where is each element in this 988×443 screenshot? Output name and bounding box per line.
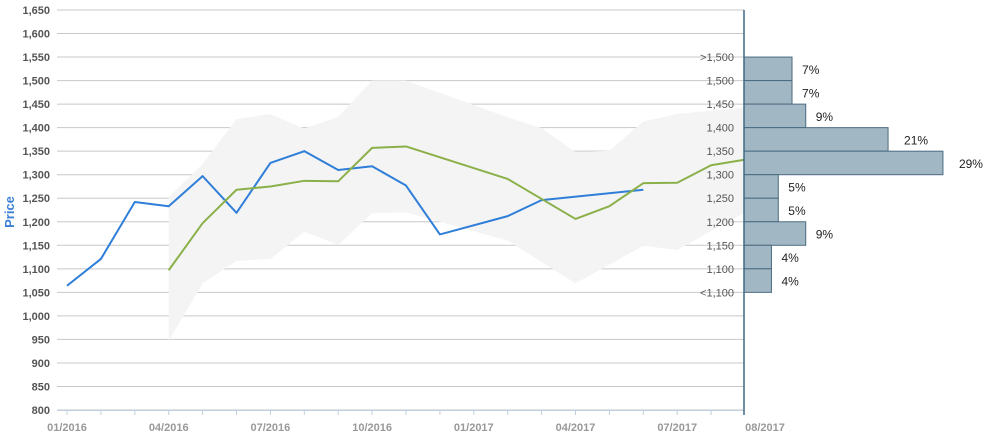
histogram-percent-label: 5% (788, 180, 806, 194)
histogram-percent-label: 21% (904, 133, 928, 147)
histogram-percent-label: 5% (788, 204, 806, 218)
histogram-bin-label: 1,300 (706, 170, 734, 182)
histogram-percent-label: 4% (781, 275, 799, 289)
forecast-range-area (169, 81, 745, 341)
y-tick-label: 1,350 (22, 146, 50, 158)
y-tick-label: 1,600 (22, 29, 50, 41)
histogram-bar (744, 175, 778, 199)
histogram-bin-label: <1,100 (700, 287, 734, 299)
histogram-bar (744, 198, 778, 222)
y-axis-title: Price (2, 196, 17, 228)
histogram-percent-label: 9% (816, 110, 834, 124)
histogram-bin-label: 1,100 (706, 264, 734, 276)
histogram-bin-label: >1,500 (700, 52, 734, 64)
histogram-bin-label: 1,150 (706, 240, 734, 252)
x-tick-label: 07/2017 (657, 422, 697, 434)
forecast-range-band (169, 81, 745, 341)
histogram-bin-label: 1,200 (706, 217, 734, 229)
y-tick-label: 1,450 (22, 99, 50, 111)
histogram-bar (744, 151, 943, 175)
histogram-bar (744, 222, 806, 246)
y-tick-label: 850 (32, 381, 50, 393)
y-tick-label: 1,300 (22, 170, 50, 182)
histogram-bar (744, 245, 771, 269)
x-tick-label: 10/2016 (352, 422, 392, 434)
x-tick-label: 04/2017 (556, 422, 596, 434)
histogram-percent-label: 7% (802, 63, 820, 77)
y-tick-label: 1,100 (22, 264, 50, 276)
histogram-bar (744, 81, 792, 105)
histogram-bin-label: 1,450 (706, 99, 734, 111)
y-tick-label: 900 (32, 358, 50, 370)
y-axis: 1,650 1,600 1,550 1,500 1,450 1,400 1,350 1,300… (22, 5, 50, 417)
x-tick-label: 04/2016 (149, 422, 189, 434)
y-tick-label: 1,050 (22, 287, 50, 299)
histogram-percent-label: 29% (959, 157, 983, 171)
histogram-bar (744, 57, 792, 81)
y-tick-label: 1,650 (22, 5, 50, 17)
histogram-bin-label: 1,400 (706, 123, 734, 135)
histogram-bin-label: 1,350 (706, 146, 734, 158)
y-tick-label: 1,250 (22, 193, 50, 205)
y-tick-label: 1,550 (22, 52, 50, 64)
x-axis: 01/2016 04/2016 07/2016 10/2016 01/2017 04/20… (47, 410, 744, 434)
forecast-date-label: 08/2017 (745, 422, 785, 434)
x-tick-label: 07/2016 (251, 422, 291, 434)
histogram-percent-label: 7% (802, 86, 820, 100)
y-tick-label: 800 (32, 405, 50, 417)
y-tick-label: 1,400 (22, 123, 50, 135)
histogram-bin-label: 1,500 (706, 76, 734, 88)
histogram-bar (744, 269, 771, 293)
y-tick-label: 1,500 (22, 76, 50, 88)
histogram-bin-label: 1,250 (706, 193, 734, 205)
histogram-percent-label: 4% (781, 251, 799, 265)
histogram-percent-label: 9% (816, 228, 834, 242)
histogram-bar (744, 104, 806, 128)
x-tick-label: 01/2016 (47, 422, 87, 434)
y-tick-label: 1,000 (22, 311, 50, 323)
x-tick-label: 01/2017 (454, 422, 494, 434)
y-tick-label: 1,200 (22, 217, 50, 229)
y-tick-label: 1,150 (22, 240, 50, 252)
histogram-bar (744, 128, 888, 152)
y-tick-label: 950 (32, 334, 50, 346)
